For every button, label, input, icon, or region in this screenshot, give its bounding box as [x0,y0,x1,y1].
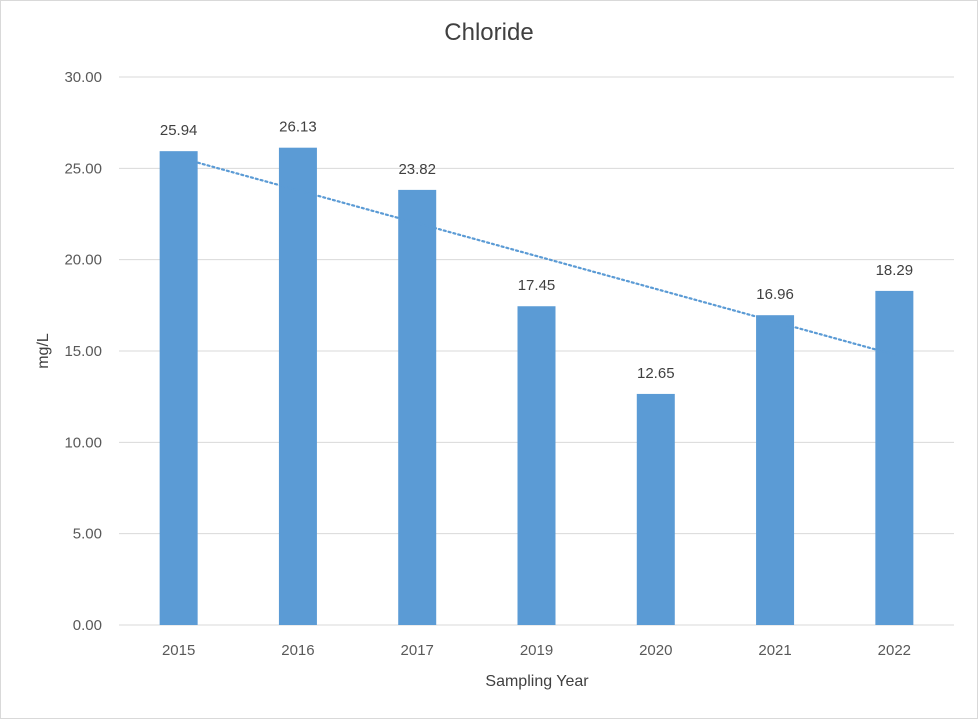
data-label: 16.96 [756,286,794,303]
bar [756,315,795,625]
x-tick-label: 2016 [281,642,314,659]
y-tick-label: 20.00 [64,252,102,269]
trendline [177,156,896,356]
y-tick-label: 5.00 [73,526,102,543]
data-label: 17.45 [518,277,556,294]
bar [278,147,317,625]
bar [398,189,437,625]
data-label: 12.65 [637,365,675,382]
y-tick-label: 0.00 [73,617,102,634]
x-tick-label: 2021 [758,642,791,659]
x-tick-label: 2020 [639,642,672,659]
y-tick-label: 15.00 [64,343,102,360]
bar [159,151,198,626]
x-tick-label: 2015 [162,642,195,659]
bar [636,393,675,625]
data-label: 18.29 [876,262,914,279]
y-tick-label: 30.00 [64,69,102,86]
y-axis-title: mg/L [35,333,52,369]
bar [875,290,914,625]
data-label: 25.94 [160,122,198,139]
x-axis-title: Sampling Year [485,673,589,690]
chart-title: Chloride [444,19,534,46]
x-tick-label: 2017 [401,642,434,659]
x-tick-label: 2019 [520,642,553,659]
y-tick-label: 25.00 [64,160,102,177]
bar [517,306,556,625]
x-tick-label: 2022 [878,642,911,659]
data-label: 26.13 [279,119,317,136]
data-label: 23.82 [398,161,436,178]
y-tick-label: 10.00 [64,434,102,451]
